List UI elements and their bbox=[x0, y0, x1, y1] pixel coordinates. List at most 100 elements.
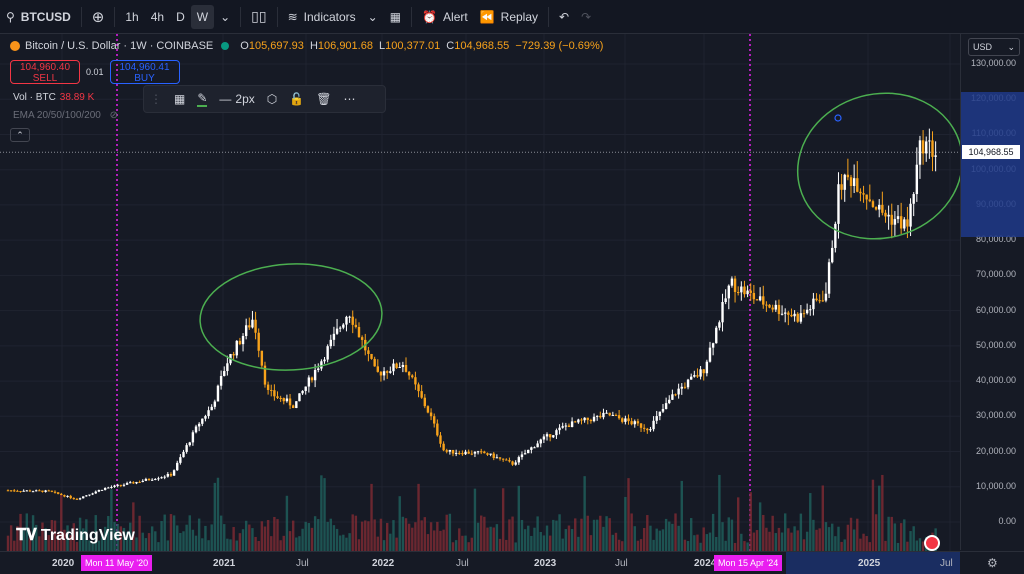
volume-bar bbox=[273, 516, 276, 551]
us-flag-icon[interactable] bbox=[924, 535, 940, 551]
chart-area[interactable] bbox=[0, 34, 1024, 574]
volume-bar bbox=[100, 533, 104, 551]
candle-body bbox=[157, 478, 160, 480]
indicators-button[interactable]: ≋ Indicators bbox=[282, 0, 362, 34]
candle-body bbox=[683, 386, 687, 388]
settings-hex-icon[interactable]: ⬡ bbox=[266, 92, 278, 106]
candle-body bbox=[94, 491, 97, 494]
time-axis[interactable]: 2020 2021 Jul 2022 Jul 2023 Jul 2024 2025 Jul Mon … bbox=[0, 551, 1024, 574]
volume-bar bbox=[213, 482, 217, 551]
drag-handle-icon[interactable]: ⋮ bbox=[150, 92, 162, 106]
redo-icon: ↷ bbox=[581, 9, 592, 24]
line-width-button[interactable]: — 2px bbox=[219, 92, 254, 106]
volume-bar bbox=[903, 519, 906, 551]
price-range-highlight bbox=[961, 92, 1024, 237]
volume-bar bbox=[849, 517, 853, 551]
volume-bar bbox=[564, 529, 568, 551]
volume-bar bbox=[107, 516, 110, 551]
volume-bar bbox=[257, 540, 260, 551]
candle-body bbox=[755, 299, 759, 301]
candle-body bbox=[621, 418, 624, 422]
eye-hidden-icon[interactable]: ⊘ bbox=[109, 110, 119, 121]
alert-button[interactable]: ⏰ Alert bbox=[416, 0, 474, 34]
volume-bar bbox=[22, 530, 25, 551]
volume-label: Vol · BTC bbox=[13, 92, 56, 103]
candle-body bbox=[699, 369, 702, 377]
volume-bar bbox=[291, 520, 295, 551]
volume-bar bbox=[254, 536, 257, 551]
candle-body bbox=[72, 498, 76, 500]
volume-bar bbox=[226, 538, 229, 551]
interval-4h[interactable]: 4h bbox=[150, 9, 165, 24]
template-icon[interactable]: ▦ bbox=[174, 92, 186, 106]
candle-body bbox=[100, 489, 104, 491]
candle-body bbox=[97, 490, 101, 492]
chart-type-button[interactable]: ▯▯ bbox=[245, 0, 272, 34]
candle-body bbox=[520, 454, 524, 458]
candle-body bbox=[574, 421, 577, 423]
candle-body bbox=[176, 462, 179, 471]
compare-button[interactable]: ⊕ bbox=[86, 0, 111, 34]
indicators-label: Indicators bbox=[303, 9, 356, 24]
candle-body bbox=[401, 365, 405, 368]
volume-bar bbox=[320, 475, 323, 551]
volume-bar bbox=[777, 527, 781, 551]
volume-bar bbox=[19, 513, 22, 551]
volume-bar bbox=[179, 532, 182, 551]
redo-button[interactable]: ↷ bbox=[575, 0, 597, 34]
volume-bar bbox=[204, 525, 207, 551]
interval-w[interactable]: W bbox=[190, 4, 215, 29]
undo-button[interactable]: ↶ bbox=[553, 0, 575, 34]
divider bbox=[276, 6, 278, 27]
sell-button[interactable]: 104,960.40 SELL bbox=[10, 60, 80, 84]
candle-body bbox=[740, 286, 743, 293]
candle-body bbox=[219, 376, 223, 386]
interval-d[interactable]: D bbox=[176, 9, 185, 24]
grid-icon: ▦ bbox=[389, 9, 402, 24]
volume-bar bbox=[348, 533, 351, 551]
volume-bar bbox=[852, 529, 856, 551]
volume-bar bbox=[94, 515, 97, 551]
candle-body bbox=[542, 436, 546, 440]
volume-bar bbox=[150, 526, 154, 551]
symbol-search[interactable]: ⚲ BTCUSD bbox=[0, 0, 77, 34]
volume-bar bbox=[799, 513, 803, 551]
layout-dropdown[interactable]: ⌄ bbox=[362, 0, 384, 34]
candle-body bbox=[329, 339, 332, 347]
candle-body bbox=[458, 452, 461, 454]
volume-bar bbox=[44, 528, 47, 551]
ema-legend[interactable]: EMA 20/50/100/200 ⊘ bbox=[13, 110, 118, 121]
volume-bar bbox=[859, 538, 862, 551]
volume-bar bbox=[743, 541, 746, 551]
price-axis-label: 80,000.00 bbox=[975, 234, 1016, 245]
collapse-legend-button[interactable]: ⌃ bbox=[10, 128, 30, 142]
currency-select[interactable]: USD ⌄ bbox=[968, 38, 1020, 56]
trash-icon[interactable]: 🗑 bbox=[316, 92, 332, 106]
volume-bar bbox=[176, 525, 179, 551]
candle-body bbox=[78, 498, 82, 500]
volume-bar bbox=[771, 515, 774, 551]
candle-body bbox=[235, 340, 238, 356]
replay-button[interactable]: ⏪ Replay bbox=[474, 0, 544, 34]
brand-label: TradingView bbox=[40, 527, 135, 544]
settings-gear-icon[interactable]: ⚙ bbox=[987, 556, 998, 570]
buy-button[interactable]: 104,960.41 BUY bbox=[109, 60, 180, 84]
candle-body bbox=[896, 216, 900, 220]
price-chart[interactable] bbox=[0, 34, 960, 551]
interval-dropdown[interactable]: ⌄ bbox=[214, 0, 236, 34]
volume-bar bbox=[878, 485, 881, 551]
lock-icon[interactable]: 🔓 bbox=[289, 92, 305, 106]
more-icon[interactable]: ⋯ bbox=[343, 92, 356, 106]
interval-1h[interactable]: 1h bbox=[125, 9, 139, 24]
tradingview-logo[interactable]: 𝐓𝐕 TradingView bbox=[16, 527, 135, 545]
pencil-icon[interactable]: ✎ bbox=[197, 91, 208, 107]
open-value: 105,697.93 bbox=[248, 40, 304, 52]
volume-bar bbox=[539, 531, 542, 551]
volume-bar bbox=[310, 527, 314, 551]
currency-label: USD bbox=[973, 42, 993, 52]
volume-bar bbox=[545, 525, 549, 551]
volume-legend[interactable]: Vol · BTC 38.89 K bbox=[13, 92, 94, 103]
volume-bar bbox=[890, 516, 893, 551]
templates-button[interactable]: ▦ bbox=[384, 0, 407, 34]
volume-bar bbox=[60, 494, 63, 551]
